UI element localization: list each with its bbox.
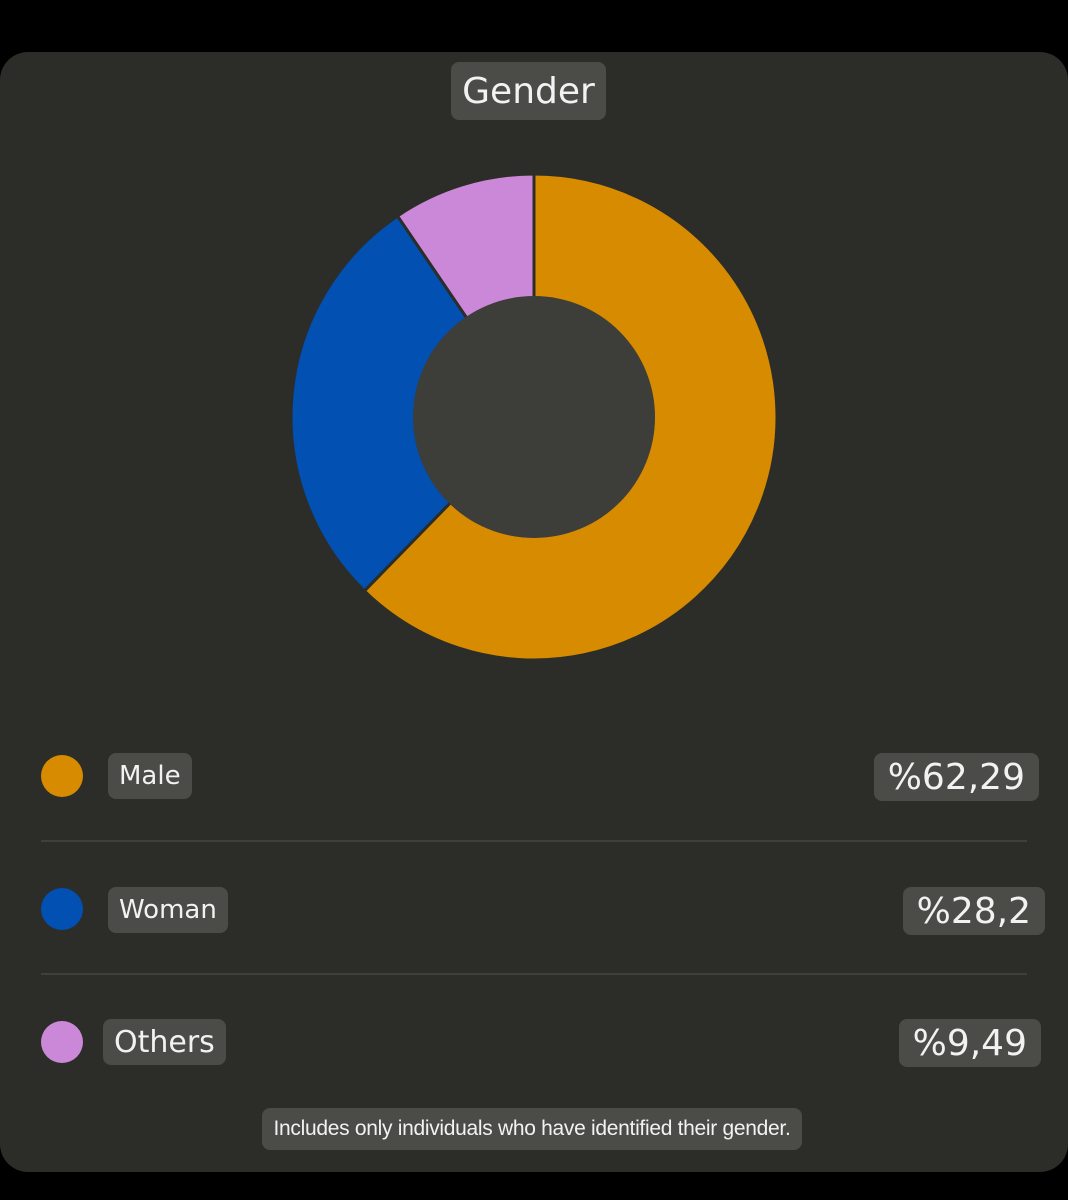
donut-center: [413, 296, 655, 538]
chart-title: Gender: [451, 62, 606, 120]
legend-color-dot-others: [41, 1021, 83, 1063]
legend-value-woman: %28,2: [902, 887, 1045, 935]
donut-chart: [289, 172, 779, 662]
donut-slice-woman: [289, 213, 536, 594]
legend-divider: [41, 973, 1027, 975]
legend-label-others: Others: [103, 1019, 226, 1065]
legend-color-dot-male: [41, 755, 83, 797]
footnote: Includes only individuals who have ident…: [262, 1108, 802, 1150]
legend-value-others: %9,49: [898, 1019, 1041, 1067]
legend-color-dot-woman: [41, 888, 83, 930]
legend-label-male: Male: [108, 753, 192, 799]
legend-value-male: %62,29: [873, 753, 1039, 801]
legend-divider: [41, 840, 1027, 842]
legend-label-woman: Woman: [108, 887, 228, 933]
